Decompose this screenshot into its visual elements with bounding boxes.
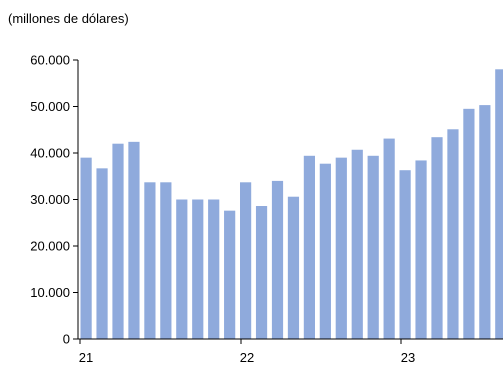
bar: [192, 199, 204, 339]
axes-group: 0 10.000 20.000 30.000 40.000 50.000 60.000 21 2…: [30, 53, 503, 365]
bar: [303, 155, 315, 339]
bar: [240, 182, 252, 339]
bar: [80, 157, 92, 339]
bar: [463, 108, 475, 339]
bar: [287, 196, 300, 339]
bar: [399, 170, 411, 339]
bar: [351, 149, 363, 339]
bar: [319, 163, 331, 339]
y-tick-label: 0: [63, 332, 70, 347]
bar: [96, 168, 108, 339]
bar: [128, 141, 140, 339]
y-tick-label: 50.000: [30, 99, 70, 114]
x-tick-label: 22: [240, 350, 254, 365]
bar: [208, 199, 220, 339]
y-tick-label: 30.000: [30, 192, 70, 207]
bar: [224, 210, 236, 339]
bar: [335, 157, 347, 339]
bar: [144, 182, 156, 339]
y-tick-label: 20.000: [30, 239, 70, 254]
bar: [255, 206, 268, 339]
bar: [160, 182, 172, 339]
bar: [447, 129, 459, 339]
unit-label: (millones de dólares): [8, 11, 129, 26]
bar: [479, 105, 491, 339]
y-tick-label: 60.000: [30, 53, 70, 68]
bar: [367, 155, 379, 339]
bar: [415, 160, 427, 339]
bar: [112, 143, 124, 339]
bar: [383, 138, 395, 339]
bar: [271, 180, 284, 339]
bar: [495, 69, 503, 340]
bars-group: [80, 69, 503, 340]
bar: [431, 137, 443, 339]
y-tick-label: 10.000: [30, 285, 70, 300]
bar: [176, 199, 188, 339]
y-tick-label: 40.000: [30, 146, 70, 161]
x-tick-label: 23: [401, 350, 415, 365]
x-tick-label: 21: [79, 350, 93, 365]
